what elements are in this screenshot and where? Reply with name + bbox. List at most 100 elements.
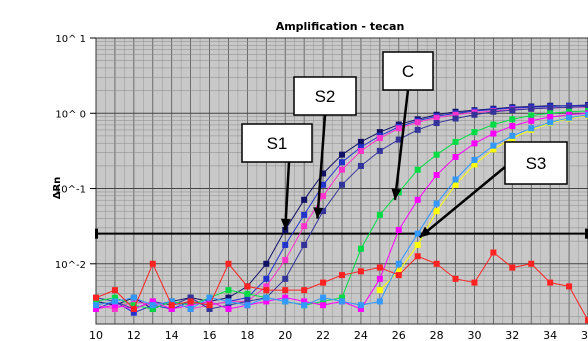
series-line (379, 115, 588, 291)
x-tick-label: 30 (467, 329, 481, 341)
data-point (149, 305, 156, 312)
y-tick-label: 10^ 1 (55, 34, 86, 45)
data-point (414, 166, 421, 173)
callout-label: C (402, 62, 414, 81)
data-point (376, 264, 383, 271)
threshold-handle-right[interactable] (585, 228, 588, 239)
data-point (282, 257, 289, 264)
data-point (263, 294, 270, 301)
data-point (93, 294, 99, 301)
data-point (301, 298, 308, 305)
data-point (282, 287, 289, 294)
data-point (111, 287, 118, 294)
data-point (149, 298, 156, 305)
data-point (433, 260, 440, 267)
data-point (509, 123, 516, 130)
data-point (376, 298, 383, 305)
data-point (566, 114, 573, 121)
data-point (452, 115, 459, 122)
data-point (320, 193, 327, 200)
data-point (93, 305, 99, 312)
data-point (376, 129, 383, 136)
data-point (395, 125, 402, 132)
callout-s1: S1 (241, 123, 313, 230)
data-point (490, 249, 497, 256)
data-point (585, 111, 588, 118)
data-point (414, 119, 421, 126)
data-point (433, 114, 440, 121)
data-point (452, 275, 459, 282)
data-point (414, 126, 421, 133)
callout-box (241, 123, 313, 163)
data-point (282, 294, 289, 301)
data-point (566, 108, 573, 115)
data-point (149, 302, 156, 309)
data-point (263, 260, 270, 267)
data-point (376, 135, 383, 142)
data-point (471, 161, 478, 168)
callout-box (293, 76, 357, 116)
callout-label: S1 (267, 134, 288, 153)
x-tick-label: 18 (240, 329, 254, 341)
data-point (547, 104, 554, 111)
data-point (301, 302, 308, 309)
data-point (414, 241, 421, 248)
data-point (490, 121, 497, 128)
x-tick-label: 16 (203, 329, 217, 341)
data-point (471, 129, 478, 136)
data-point (395, 268, 402, 275)
data-point (490, 108, 497, 115)
data-point (187, 294, 194, 301)
data-point (339, 298, 345, 305)
threshold-handle-left[interactable] (95, 228, 98, 239)
data-point (282, 241, 289, 248)
data-point (452, 138, 459, 145)
data-point (149, 260, 156, 267)
data-point (547, 119, 554, 126)
data-point (376, 211, 383, 218)
callout-label: S2 (315, 87, 336, 106)
data-point (339, 166, 345, 173)
y-tick-label: 10^-2 (55, 260, 86, 271)
data-point (547, 279, 554, 286)
data-point (357, 147, 364, 154)
data-point (547, 114, 554, 121)
data-point (282, 275, 289, 282)
data-point (320, 294, 327, 301)
data-point (111, 305, 118, 312)
callout-c: C (382, 51, 434, 200)
data-point (528, 125, 535, 132)
x-tick-label: 32 (505, 329, 519, 341)
data-point (130, 302, 137, 309)
data-point (263, 283, 270, 290)
series-group (93, 101, 588, 324)
x-tick-label: 24 (354, 329, 368, 341)
data-point (225, 305, 232, 312)
data-point (282, 298, 289, 305)
callout-arrow (418, 166, 506, 239)
data-point (528, 260, 535, 267)
x-tick-label: 12 (127, 329, 141, 341)
data-point (320, 298, 327, 305)
data-point (111, 294, 118, 301)
data-point (244, 302, 251, 309)
data-point (225, 260, 232, 267)
callout-arrow (316, 114, 327, 219)
data-point (376, 275, 383, 282)
data-point (244, 294, 251, 301)
x-tick-label: 10 (89, 329, 103, 341)
x-tick-label: 20 (278, 329, 292, 341)
data-point (187, 302, 194, 309)
x-tick-label: 28 (430, 329, 444, 341)
data-point (93, 302, 99, 309)
data-point (130, 305, 137, 312)
callout-box (504, 141, 568, 185)
data-point (490, 146, 497, 153)
data-point (301, 241, 308, 248)
data-point (130, 309, 137, 316)
data-point (263, 275, 270, 282)
data-point (414, 230, 421, 237)
data-point (357, 305, 364, 312)
series-8 (93, 249, 588, 324)
